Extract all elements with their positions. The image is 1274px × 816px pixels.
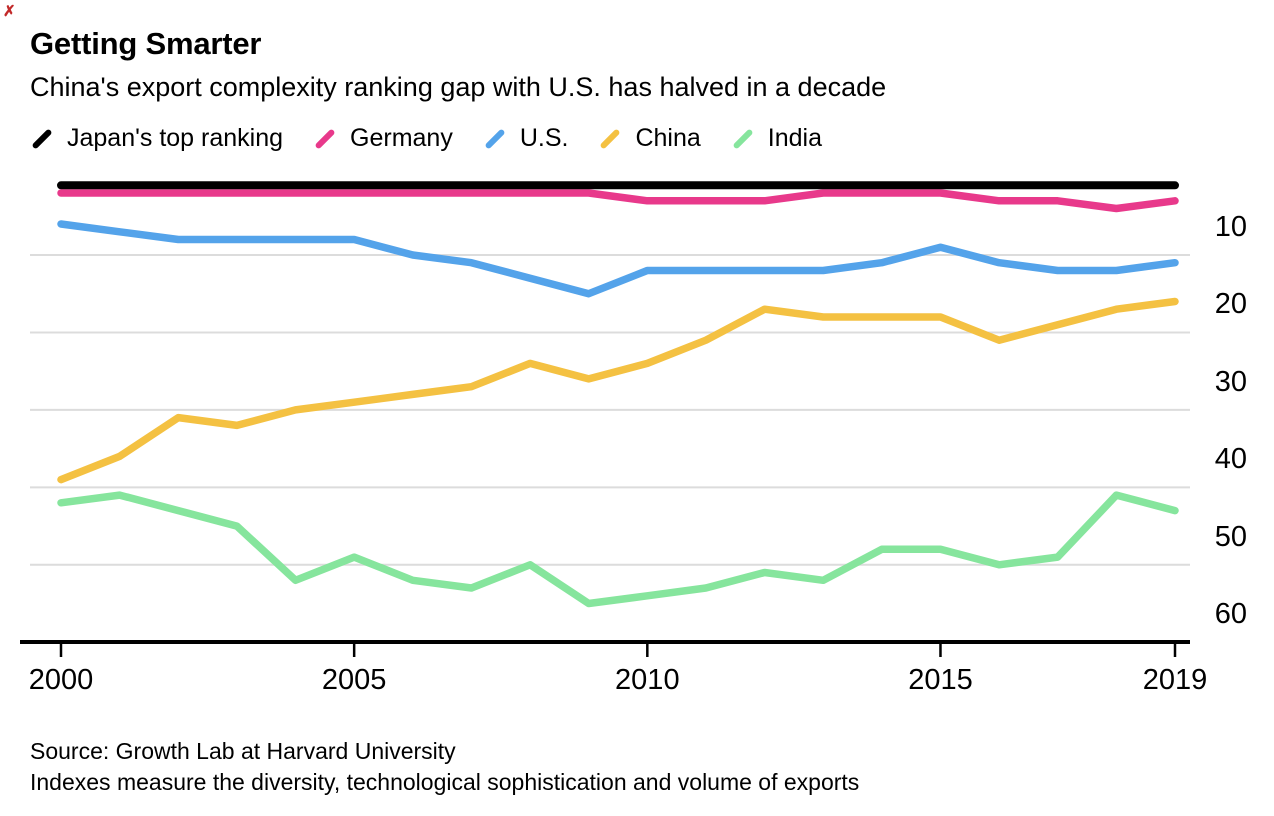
series-line-u-s	[57, 220, 1179, 298]
y-axis-label-60: 60	[1214, 598, 1247, 631]
series-line-germany	[57, 189, 1179, 213]
legend-label: Japan's top ranking	[67, 124, 284, 152]
legend-item-u-s: U.S.	[483, 124, 569, 153]
series-line-china	[57, 297, 1179, 484]
x-axis-label-2005: 2005	[321, 664, 387, 696]
series-line-india	[57, 491, 1179, 608]
legend-item-germany: Germany	[313, 124, 453, 153]
chart-subtitle: China's export complexity ranking gap wi…	[30, 72, 887, 102]
x-axis-label-2000: 2000	[28, 664, 94, 696]
footer: Source: Growth Lab at Harvard University…	[30, 736, 859, 798]
legend-label: Germany	[350, 124, 453, 152]
y-axis-label-50: 50	[1214, 520, 1247, 553]
corner-mark-icon: ✗	[3, 3, 16, 20]
x-axis-label-2019: 2019	[1142, 664, 1208, 696]
legend: Japan's top ranking Germany U.S. China India	[30, 124, 822, 153]
methodology-note: Indexes measure the diversity, technolog…	[30, 769, 860, 795]
legend-label: India	[767, 124, 823, 152]
chart-title: Getting Smarter	[30, 26, 262, 61]
legend-item-china: China	[598, 124, 701, 153]
legend-label: U.S.	[519, 124, 569, 152]
y-axis-label-40: 40	[1214, 443, 1247, 476]
y-axis-label-10: 10	[1214, 211, 1247, 243]
y-axis-label-20: 20	[1214, 288, 1247, 321]
x-axis-label-2010: 2010	[615, 664, 680, 696]
legend-item-india: India	[731, 124, 822, 153]
legend-label: China	[635, 124, 701, 152]
legend-item-japan-s-top-ranking: Japan's top ranking	[30, 124, 283, 153]
x-axis-label-2015: 2015	[908, 664, 973, 696]
source-note: Source: Growth Lab at Harvard University	[30, 738, 456, 764]
y-axis-label-30: 30	[1214, 365, 1247, 398]
